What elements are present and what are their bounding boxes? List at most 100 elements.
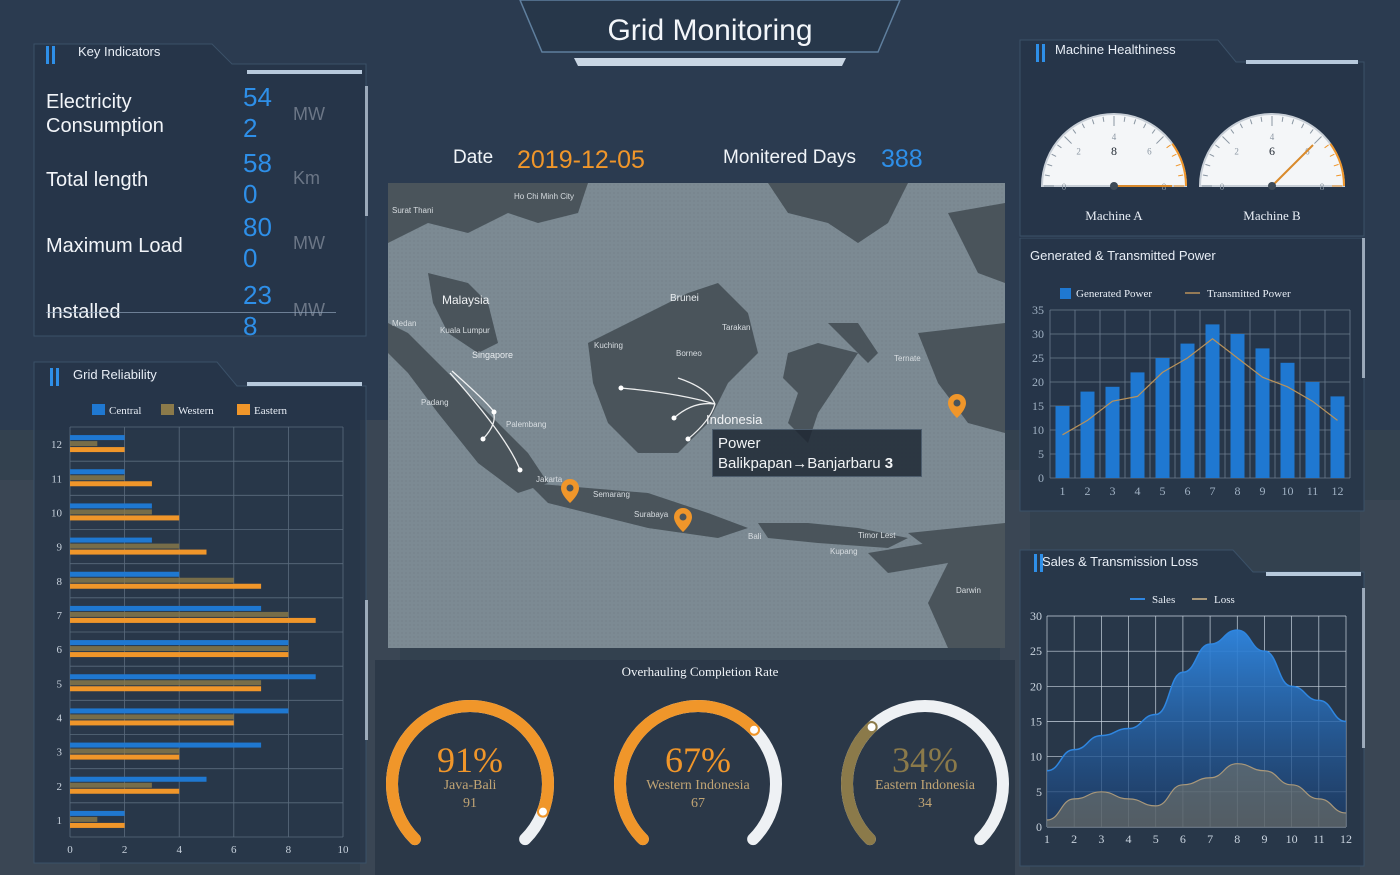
bar-eastern <box>70 617 316 623</box>
dial-warning-arc <box>1171 143 1187 187</box>
y-tick-label: 0 <box>1036 820 1042 834</box>
bar-central <box>70 503 152 509</box>
y-tick-label: 25 <box>1030 644 1042 658</box>
bar-western <box>70 509 152 515</box>
dial-tick-label: 0 <box>1062 182 1067 192</box>
y-tick-label: 5 <box>1036 785 1042 799</box>
map-label-brunei: Brunei <box>670 293 699 304</box>
x-tick-label: 6 <box>1180 832 1186 846</box>
dial-tick <box>1309 129 1314 134</box>
map-label-indonesia: Indonesia <box>706 412 763 427</box>
dial-tick <box>1329 153 1335 157</box>
dial-tick <box>1333 163 1339 167</box>
gauge-name: Eastern Indonesia <box>875 778 976 793</box>
bar-generated-power <box>1080 391 1095 478</box>
bar-central <box>70 435 125 441</box>
map-label-kupang: Kupang <box>830 547 858 556</box>
x-tick-label: 10 <box>1286 832 1298 846</box>
indicator-unit: Km <box>293 168 320 188</box>
x-tick-label: 3 <box>1110 484 1116 498</box>
map-label-padang: Padang <box>421 398 449 407</box>
indicator-label: Electricity Consumption <box>46 91 164 137</box>
bar-western <box>70 680 262 686</box>
dial-tick <box>1205 163 1211 167</box>
y-tick-label: 30 <box>1030 609 1042 623</box>
bar-central <box>70 537 152 543</box>
bar-generated-power <box>1180 343 1195 478</box>
flow-lines <box>449 370 716 471</box>
map-label-singapore: Singapore <box>472 350 514 360</box>
bar-central <box>70 640 289 646</box>
map-label-timor-leste: Timor Lest <box>858 531 896 540</box>
x-tick-label: 4 <box>176 844 182 856</box>
x-tick-label: 8 <box>286 844 292 856</box>
map-label-ternate: Ternate <box>894 354 921 363</box>
map-label-borneo: Borneo <box>676 349 702 358</box>
area-loss <box>1047 763 1346 827</box>
bar-eastern <box>70 652 289 658</box>
legend-swatch <box>1060 288 1071 299</box>
bar-western <box>70 748 180 754</box>
dial-tick <box>1133 119 1137 125</box>
dial-tick <box>1260 116 1263 122</box>
y-tick-label: 35 <box>1032 303 1044 317</box>
y-tick-label: 8 <box>57 576 63 588</box>
bar-central <box>70 742 262 748</box>
gauge-value: 67 <box>691 796 705 811</box>
overhauling-title: Overhauling Completion Rate <box>621 664 779 679</box>
dial-warning-arc <box>1329 143 1345 187</box>
x-tick-label: 11 <box>1313 832 1325 846</box>
bar-central <box>70 776 207 782</box>
dial-tick <box>1175 163 1181 167</box>
map-label-surat-thani: Surat Thani <box>392 206 434 215</box>
y-tick-label: 3 <box>57 747 63 759</box>
y-tick-label: 15 <box>1032 399 1044 413</box>
dial-tick <box>1151 129 1156 134</box>
y-tick-label: 4 <box>57 712 63 724</box>
map-view[interactable]: Malaysia Indonesia Singapore Brunei Kual… <box>388 183 1005 648</box>
x-tick-label: 2 <box>1071 832 1077 846</box>
indicator-label: Total length <box>46 169 149 191</box>
dial-tick <box>1047 163 1053 167</box>
map-label-darwin: Darwin <box>956 586 981 595</box>
gauge-fill <box>614 700 761 846</box>
dial-hub <box>1268 182 1276 190</box>
x-tick-label: 5 <box>1160 484 1166 498</box>
grid-reliability-title: Grid Reliability <box>73 367 157 382</box>
x-tick-label: 12 <box>1340 832 1352 846</box>
dial-tick <box>1239 123 1243 129</box>
y-tick-label: 20 <box>1030 679 1042 693</box>
map-label-jakarta: Jakarta <box>536 475 563 484</box>
bar-generated-power <box>1280 362 1295 478</box>
gauge-fill <box>386 700 554 846</box>
map-label-kuala-lumpur: Kuala Lumpur <box>440 326 490 335</box>
dial-tick <box>1057 144 1062 149</box>
dial-value: 6 <box>1269 144 1275 158</box>
legend-label: Western <box>178 405 214 417</box>
monitored-days-label: Monitered Days <box>723 147 857 168</box>
bar-central <box>70 469 125 475</box>
x-tick-label: 6 <box>1185 484 1191 498</box>
gauge-percent: 67% <box>665 740 731 780</box>
header-frame <box>519 0 901 66</box>
bar-eastern <box>70 549 207 555</box>
y-tick-label: 6 <box>57 644 63 656</box>
machine-dials: 024688Machine A024686Machine B <box>1040 113 1346 223</box>
gauge-value: 91 <box>463 796 477 811</box>
y-tick-label: 11 <box>51 473 62 485</box>
indicator-unit: MW <box>293 300 325 320</box>
x-tick-label: 8 <box>1235 484 1241 498</box>
bar-generated-power <box>1255 348 1270 478</box>
dial-tick <box>1230 129 1235 134</box>
indicator-length: Total length 580 Km <box>46 148 366 212</box>
bar-central <box>70 708 289 714</box>
bar-eastern <box>70 720 234 726</box>
dial-tick <box>1166 144 1171 149</box>
y-tick-label: 2 <box>57 781 63 793</box>
x-tick-label: 2 <box>122 844 128 856</box>
bar-western <box>70 816 98 822</box>
x-tick-label: 10 <box>1282 484 1294 498</box>
